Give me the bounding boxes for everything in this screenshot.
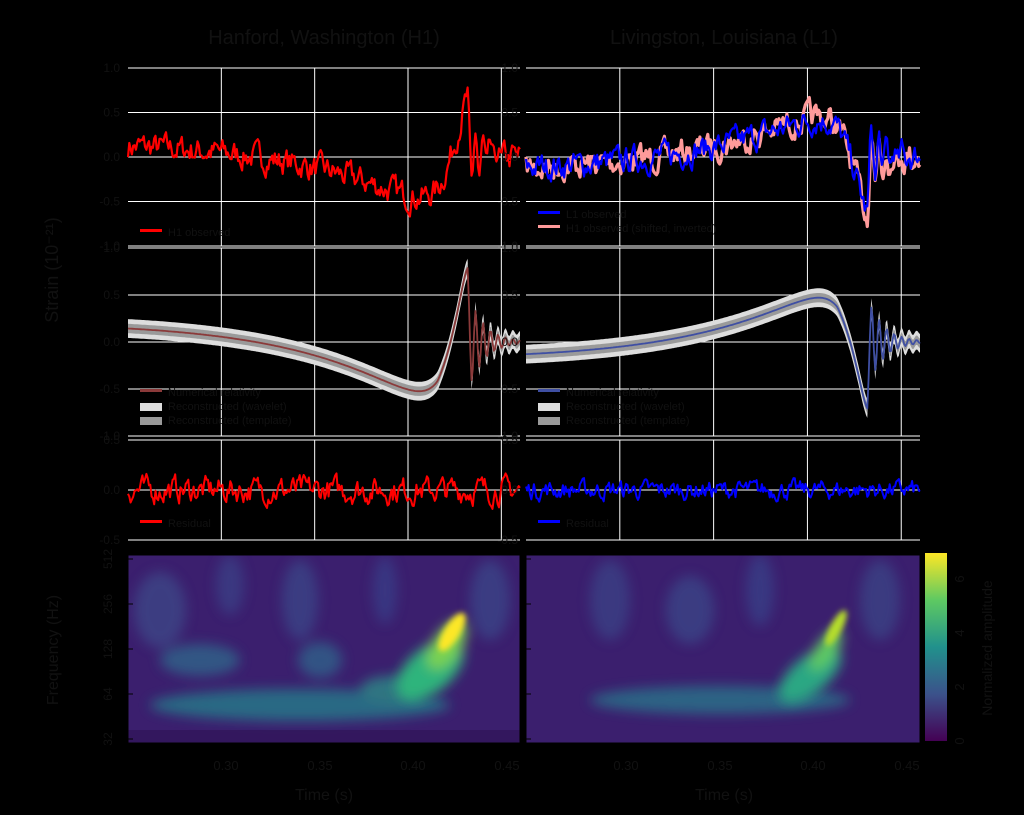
legend-swatch (140, 403, 162, 411)
series-line-residual-h1 (127, 472, 521, 510)
ytick-label: -1.0 (99, 429, 120, 443)
legend-label: Reconstructed (template) (168, 415, 292, 427)
l1-xtick: 0.45 (894, 758, 919, 773)
legend-swatch (538, 520, 560, 523)
legend-swatch (538, 389, 560, 392)
legend-label: Residual (566, 518, 609, 530)
legend-label: Numerical relativity (566, 387, 659, 399)
legend-label: H1 observed (shifted, inverted) (566, 223, 716, 235)
legend-swatch (538, 225, 560, 228)
ytick-label: 0.0 (501, 335, 518, 349)
ytick-label: -0.5 (497, 195, 518, 209)
legend-swatch (538, 403, 560, 411)
l1-xtick: 0.35 (707, 758, 732, 773)
legend-label: H1 observed (168, 227, 230, 239)
ytick-label: -0.5 (99, 195, 120, 209)
l1-xtick: 0.30 (613, 758, 638, 773)
l1-title: Livingston, Louisiana (L1) (610, 27, 838, 49)
series-line-l1 (524, 113, 921, 212)
h1-xlabel: Time (s) (295, 787, 353, 804)
strain-ylabel: Strain (10⁻²¹) (42, 217, 62, 323)
h1-xtick: 0.35 (307, 758, 332, 773)
ytick-label: 0.5 (501, 288, 518, 302)
legend-swatch (140, 389, 162, 392)
ytick-label: 1.0 (501, 61, 518, 75)
colorbar-tick: 6 (952, 575, 967, 582)
legend-label: Reconstructed (wavelet) (168, 401, 287, 413)
ytick-label: 1.0 (103, 241, 120, 255)
series-line-nr-l1 (526, 296, 921, 410)
panel-h1-reconstructed: 1.0 0.5 0.0 -0.5 -1.0 Numerical relativity Rec… (99, 241, 521, 443)
h1-xtick: 0.30 (213, 758, 238, 773)
colorbar-tick: 2 (952, 683, 967, 690)
l1-xlabel: Time (s) (695, 787, 753, 804)
colorbar-label: Normalized amplitude (979, 580, 995, 716)
legend-swatch (538, 211, 560, 214)
ytick-label: 0.0 (501, 150, 518, 164)
ytick-label: 0.0 (103, 335, 120, 349)
ytick-label: -1.0 (99, 239, 120, 253)
ytick-label: -0.5 (99, 533, 120, 547)
ytick-label: -0.5 (497, 382, 518, 396)
h1-xtick: 0.45 (494, 758, 519, 773)
ytick-label: 0.5 (103, 106, 120, 120)
ytick-label: 0.5 (103, 288, 120, 302)
ytick-label: 0.5 (501, 433, 518, 447)
ytick-label: 64 (101, 687, 115, 701)
h1-xtick: 0.40 (400, 758, 425, 773)
ytick-label: 0.5 (501, 106, 518, 120)
ytick-label: 128 (101, 639, 115, 659)
legend-label: Reconstructed (template) (566, 415, 690, 427)
legend-label: Residual (168, 518, 211, 530)
series-line-residual-l1 (525, 477, 921, 503)
frequency-ylabel: Frequency (Hz) (45, 595, 62, 705)
legend-swatch (140, 229, 162, 232)
colorbar: 0 2 4 6 Normalized amplitude (925, 553, 995, 745)
h1-spectrogram (128, 555, 520, 743)
ytick-label: 32 (101, 732, 115, 746)
panel-l1-residual: 0.5 0.0 -0.5 Residual (497, 433, 921, 547)
ytick-label: -0.5 (99, 382, 120, 396)
ytick-label: 256 (101, 594, 115, 614)
panel-h1-whitened: 1.0 0.5 0.0 -0.5 -1.0 H1 observed (99, 61, 521, 253)
ytick-label: 0.0 (501, 483, 518, 497)
ytick-label: 0.5 (103, 433, 120, 447)
l1-spectrogram (526, 555, 920, 743)
legend-label: Reconstructed (wavelet) (566, 401, 685, 413)
colorbar-tick: 4 (952, 629, 967, 636)
legend-swatch (538, 417, 560, 425)
legend-label: Numerical relativity (168, 387, 261, 399)
legend-swatch (140, 520, 162, 523)
h1-title: Hanford, Washington (H1) (208, 27, 440, 49)
reconstruction-band-wavelet (526, 288, 920, 418)
colorbar-tick: 0 (952, 737, 967, 744)
legend-swatch (140, 417, 162, 425)
ytick-label: -0.5 (497, 533, 518, 547)
l1-xtick: 0.40 (800, 758, 825, 773)
series-line-h1-shifted (524, 95, 922, 229)
series-line-h1 (126, 86, 521, 218)
ytick-label: 1.0 (501, 241, 518, 255)
ytick-label: 0.0 (103, 150, 120, 164)
ytick-label: 0.0 (103, 483, 120, 497)
legend-label: L1 observed (566, 209, 627, 221)
ytick-label: 1.0 (103, 61, 120, 75)
series-line-nr-h1 (127, 267, 521, 393)
ytick-label: 512 (101, 549, 115, 569)
panel-h1-residual: 0.5 0.0 -0.5 Residual (99, 433, 521, 547)
reconstruction-band-wavelet (128, 258, 520, 401)
